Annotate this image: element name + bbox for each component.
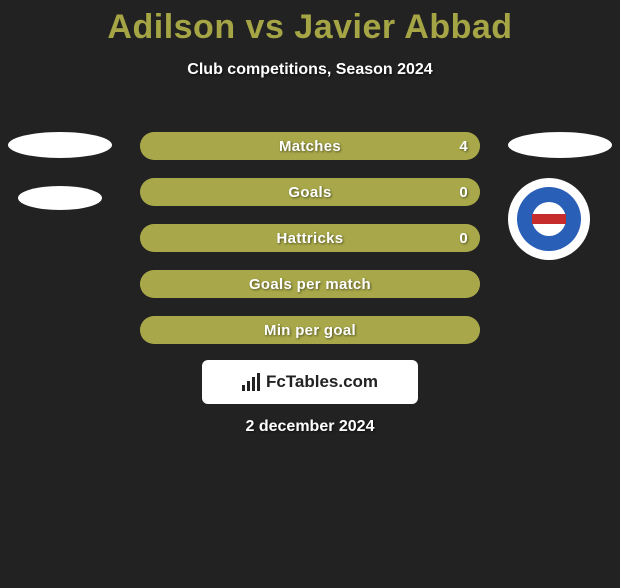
stat-value: 4 [459, 138, 468, 155]
watermark-text: FcTables.com [266, 372, 378, 392]
player-photo-placeholder [508, 132, 612, 158]
club-badge [508, 178, 590, 260]
stat-row-goals: Goals 0 [140, 178, 480, 206]
stat-label: Goals per match [249, 276, 371, 293]
comparison-stats: Matches 4 Goals 0 Hattricks 0 Goals per … [140, 132, 480, 362]
stat-value: 0 [459, 184, 468, 201]
bars-icon [242, 373, 260, 391]
stat-label: Matches [279, 138, 341, 155]
date: 2 december 2024 [0, 418, 620, 436]
club-badge-center [532, 202, 566, 236]
page-title: Adilson vs Javier Abbad [0, 8, 620, 47]
subtitle: Club competitions, Season 2024 [0, 61, 620, 79]
stat-row-min-per-goal: Min per goal [140, 316, 480, 344]
watermark: FcTables.com [202, 360, 418, 404]
left-player-badges [8, 132, 112, 238]
right-player-badges [508, 132, 612, 260]
stat-row-hattricks: Hattricks 0 [140, 224, 480, 252]
club-badge-inner [517, 187, 581, 251]
player-photo-placeholder [8, 132, 112, 158]
stat-label: Min per goal [264, 322, 356, 339]
stat-label: Hattricks [277, 230, 344, 247]
stat-label: Goals [288, 184, 331, 201]
stat-value: 0 [459, 230, 468, 247]
stat-row-matches: Matches 4 [140, 132, 480, 160]
club-badge-placeholder [18, 186, 102, 210]
stat-row-goals-per-match: Goals per match [140, 270, 480, 298]
